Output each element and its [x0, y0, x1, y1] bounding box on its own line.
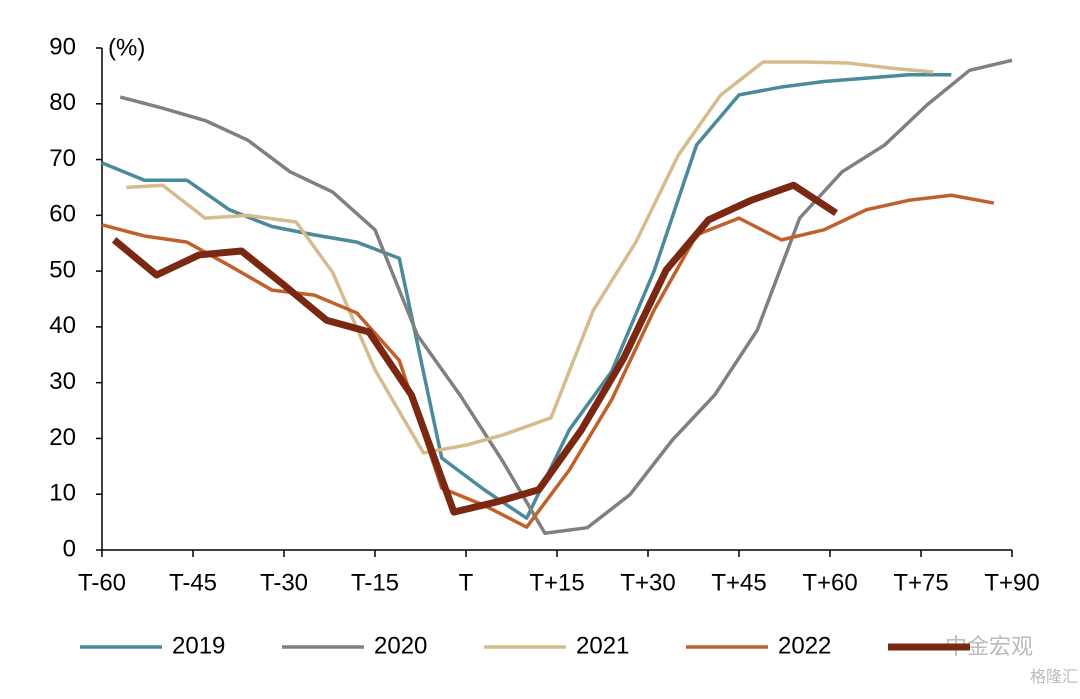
x-tick-label: T-60	[78, 569, 126, 596]
series-line	[101, 193, 995, 529]
y-tick-label: 20	[49, 424, 76, 451]
series-line	[126, 60, 934, 455]
legend-label: 2021	[576, 632, 629, 659]
series-line	[101, 73, 952, 520]
x-tick-label: T	[459, 569, 474, 596]
legend-label: 2019	[172, 632, 225, 659]
y-tick-label: 70	[49, 145, 76, 172]
legend-label: 2022	[778, 632, 831, 659]
y-tick-label: 30	[49, 368, 76, 395]
y-axis-label: (%)	[108, 34, 145, 61]
y-tick-label: 40	[49, 312, 76, 339]
legend-label: 2020	[374, 632, 427, 659]
y-tick-label: 0	[63, 535, 76, 562]
x-tick-label: T+75	[893, 569, 948, 596]
y-tick-label: 10	[49, 480, 76, 507]
x-tick-label: T+30	[620, 569, 675, 596]
x-tick-label: T-15	[351, 569, 399, 596]
x-tick-label: T+90	[984, 569, 1039, 596]
x-tick-label: T-30	[260, 569, 308, 596]
x-tick-label: T+45	[711, 569, 766, 596]
series-line	[111, 181, 838, 516]
y-tick-label: 80	[49, 89, 76, 116]
y-tick-label: 50	[49, 256, 76, 283]
y-tick-label: 90	[49, 33, 76, 60]
y-tick-label: 60	[49, 201, 76, 228]
watermark: 格隆汇	[1030, 668, 1078, 686]
series-line	[119, 58, 1013, 536]
x-tick-label: T+15	[529, 569, 584, 596]
x-tick-label: T+60	[802, 569, 857, 596]
x-tick-label: T-45	[169, 569, 217, 596]
